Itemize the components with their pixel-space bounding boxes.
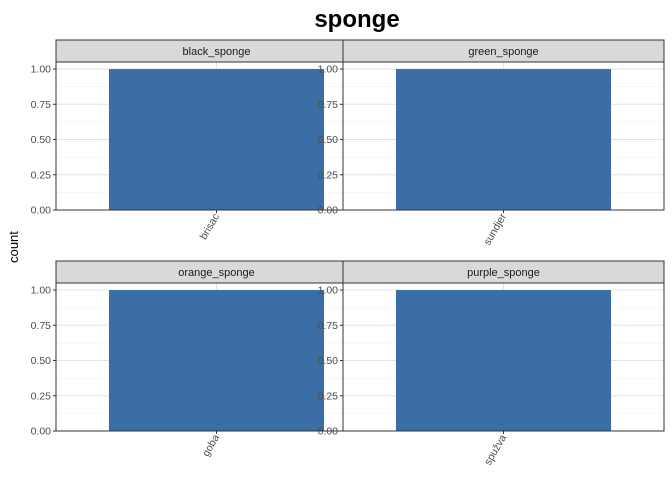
y-tick-label: 0.75 bbox=[31, 320, 52, 332]
panel-border bbox=[342, 61, 665, 211]
y-tick-label: 0.00 bbox=[318, 426, 339, 438]
bar bbox=[395, 290, 612, 431]
y-tick-label: 0.25 bbox=[318, 390, 339, 402]
y-tick-label: 1.00 bbox=[318, 64, 339, 76]
facet-panel: black_sponge 0.00 0.25 0.50 0.75 1.00 brisac bbox=[31, 39, 378, 242]
y-tick-label: 0.25 bbox=[31, 169, 52, 181]
y-tick-label: 0.75 bbox=[318, 320, 339, 332]
y-tick-label: 0.50 bbox=[31, 134, 52, 146]
y-tick-label: 0.75 bbox=[31, 99, 52, 111]
y-tick-label: 0.25 bbox=[31, 390, 52, 402]
panel-border bbox=[342, 282, 665, 432]
x-tick-label: brisac bbox=[198, 212, 222, 242]
y-tick-label: 0.00 bbox=[318, 205, 339, 217]
bar bbox=[395, 69, 612, 210]
facet-panels: black_sponge 0.00 0.25 0.50 0.75 1.00 brisac gr… bbox=[31, 39, 665, 467]
facet-strip-label: green_sponge bbox=[468, 46, 538, 58]
x-tick-label: goba bbox=[200, 432, 222, 458]
x-tick-label: sundjer bbox=[481, 211, 509, 247]
y-tick-label: 1.00 bbox=[318, 285, 339, 297]
y-tick-label: 1.00 bbox=[31, 285, 52, 297]
facet-panel: purple_sponge 0.00 0.25 0.50 0.75 1.00 spužva bbox=[318, 260, 665, 467]
facet-panel: green_sponge 0.00 0.25 0.50 0.75 1.00 sundjer bbox=[318, 39, 665, 247]
y-tick-label: 0.00 bbox=[31, 426, 52, 438]
y-axis-title: count bbox=[6, 231, 21, 263]
y-tick-label: 0.75 bbox=[318, 99, 339, 111]
x-tick-label: spužva bbox=[482, 432, 509, 467]
bar bbox=[108, 69, 325, 210]
y-tick-label: 0.25 bbox=[318, 169, 339, 181]
bar bbox=[108, 290, 325, 431]
y-tick-label: 0.50 bbox=[318, 134, 339, 146]
facet-strip-label: purple_sponge bbox=[467, 267, 540, 279]
facet-strip-label: orange_sponge bbox=[178, 267, 254, 279]
chart-title: sponge bbox=[314, 6, 399, 33]
facet-panel: orange_sponge 0.00 0.25 0.50 0.75 1.00 goba bbox=[31, 260, 378, 459]
y-tick-label: 0.50 bbox=[318, 355, 339, 367]
y-tick-label: 0.00 bbox=[31, 205, 52, 217]
y-tick-label: 0.50 bbox=[31, 355, 52, 367]
facet-strip-label: black_sponge bbox=[183, 46, 251, 58]
y-tick-label: 1.00 bbox=[31, 64, 52, 76]
